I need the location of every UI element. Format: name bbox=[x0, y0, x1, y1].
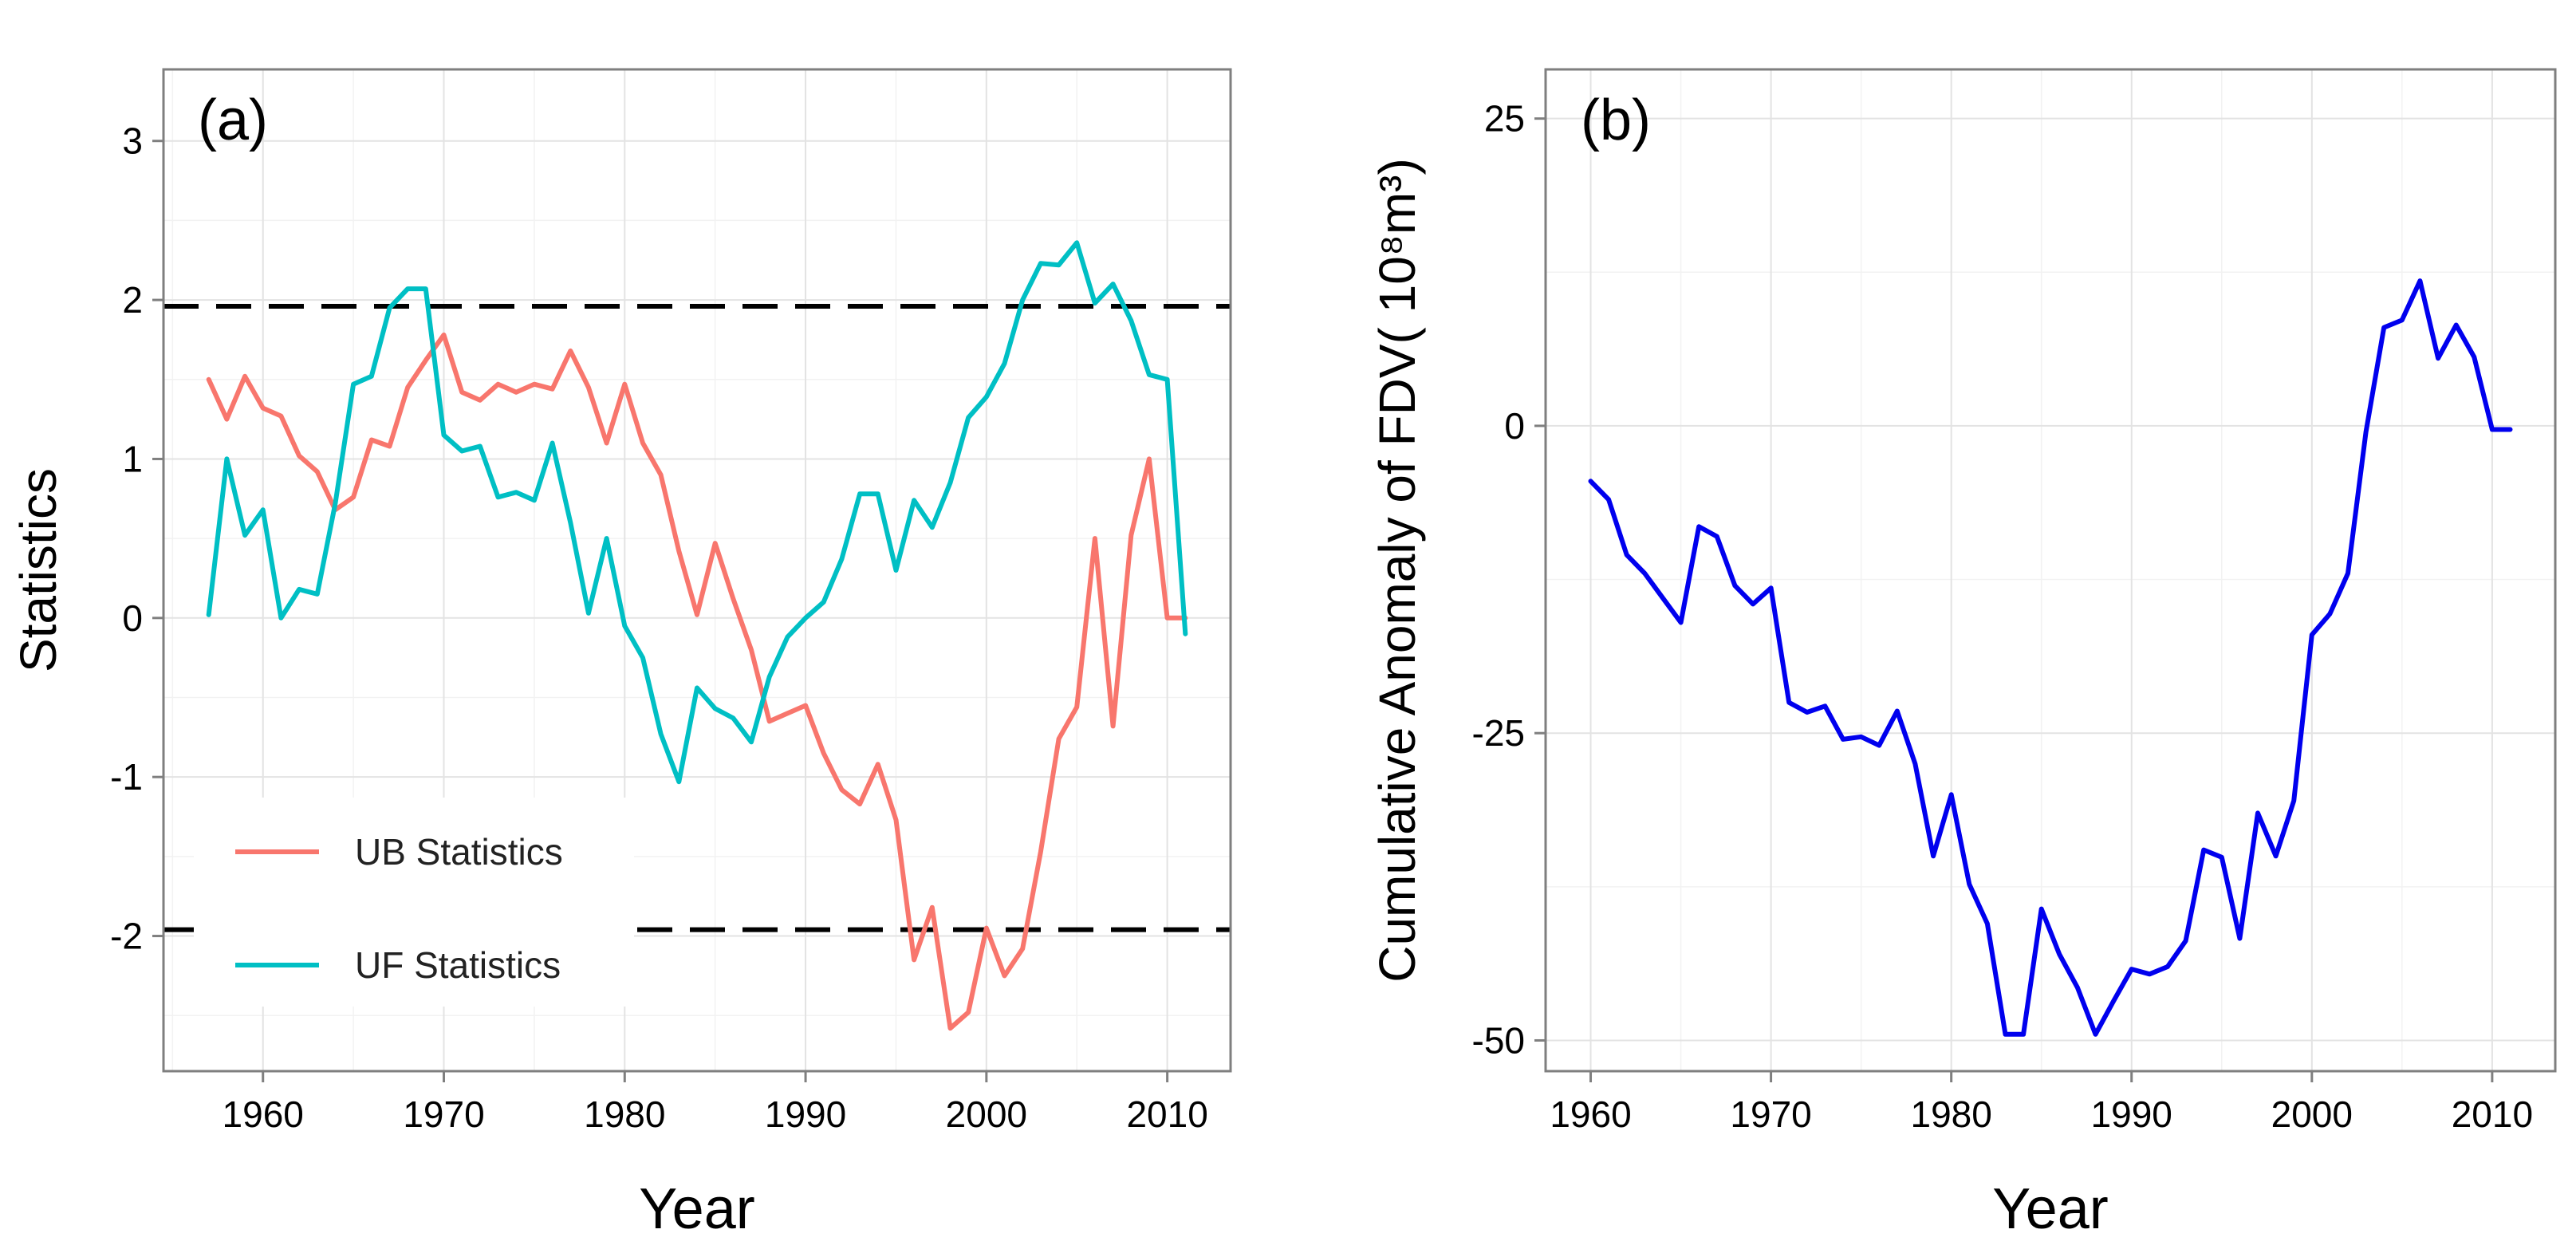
y-tick-label: -25 bbox=[1472, 712, 1525, 754]
x-tick-label: 1990 bbox=[2091, 1093, 2172, 1135]
x-axis-title: Year bbox=[639, 1177, 754, 1241]
legend-label-1: UB Statistics bbox=[355, 831, 563, 873]
y-tick-label: 0 bbox=[1504, 405, 1525, 447]
x-tick-label: 2000 bbox=[946, 1093, 1027, 1135]
x-tick-label: 1970 bbox=[403, 1093, 484, 1135]
x-tick-label: 1990 bbox=[765, 1093, 846, 1135]
x-tick-label: 1960 bbox=[1550, 1093, 1631, 1135]
y-tick-label: 0 bbox=[122, 597, 143, 639]
x-tick-label: 1980 bbox=[584, 1093, 665, 1135]
x-tick-label: 2000 bbox=[2271, 1093, 2353, 1135]
legend-label-2: UF Statistics bbox=[355, 944, 561, 986]
x-tick-label: 1980 bbox=[1910, 1093, 1991, 1135]
x-tick-label: 2010 bbox=[2452, 1093, 2533, 1135]
y-tick-label: -1 bbox=[110, 756, 143, 798]
x-tick-label: 2010 bbox=[1126, 1093, 1207, 1135]
y-tick-label: 1 bbox=[122, 438, 143, 479]
panel-label: (b) bbox=[1581, 89, 1651, 152]
x-axis-title: Year bbox=[1992, 1177, 2108, 1241]
legend: UB Statistics UF Statistics bbox=[194, 798, 634, 1007]
x-tick-label: 1970 bbox=[1730, 1093, 1811, 1135]
y-tick-label: -50 bbox=[1472, 1019, 1525, 1061]
x-tick-label: 1960 bbox=[223, 1093, 304, 1135]
y-tick-label: -2 bbox=[110, 916, 143, 957]
y-tick-label: 3 bbox=[122, 120, 143, 162]
y-axis-title: Cumulative Anomaly of FDV( 10⁸m³) bbox=[1369, 158, 1426, 983]
y-tick-label: 2 bbox=[122, 279, 143, 321]
panel-label: (a) bbox=[198, 89, 268, 152]
y-tick-label: 25 bbox=[1484, 98, 1525, 140]
y-axis-title: Statistics bbox=[10, 468, 67, 672]
